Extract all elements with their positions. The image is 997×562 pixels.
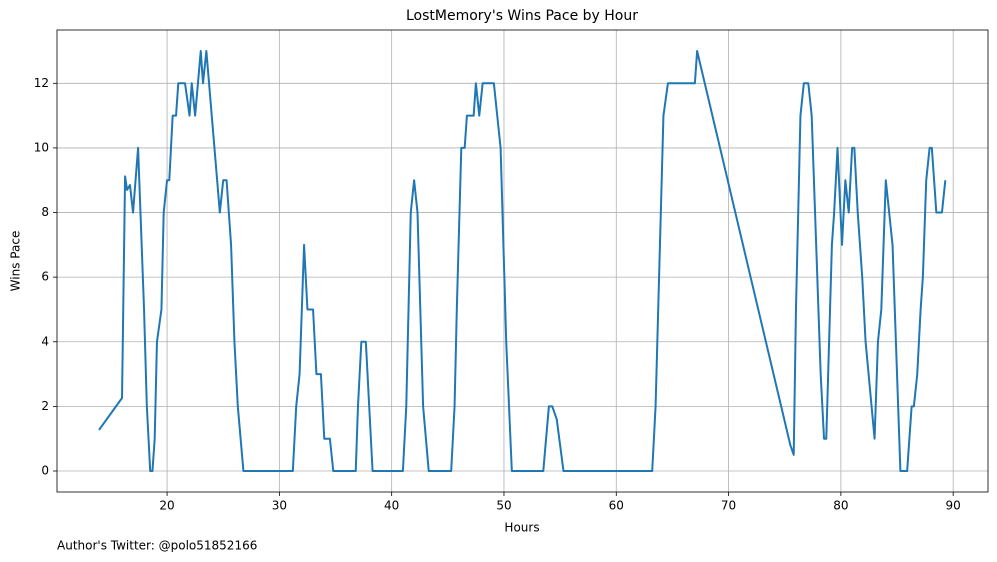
y-tick-label: 0 (41, 464, 49, 478)
y-tick-label: 4 (41, 334, 49, 348)
y-tick-label: 12 (34, 76, 49, 90)
y-axis-label: Wins Pace (9, 231, 23, 292)
y-tick-label: 2 (41, 399, 49, 413)
x-tick-label: 80 (833, 499, 848, 513)
x-tick-label: 40 (384, 499, 399, 513)
annotation: Author's Twitter: @polo51852166 (57, 539, 257, 553)
plot-frame (56, 29, 989, 493)
x-tick-label: 20 (159, 499, 174, 513)
x-tick-label: 70 (721, 499, 736, 513)
x-tick-label: 30 (272, 499, 287, 513)
x-tick-label: 50 (496, 499, 511, 513)
x-tick-label: 60 (609, 499, 624, 513)
x-tick-label: 90 (946, 499, 961, 513)
y-tick-label: 8 (41, 205, 49, 219)
chart-title: LostMemory's Wins Pace by Hour (406, 8, 638, 24)
x-axis-label: Hours (504, 521, 539, 535)
y-tick-label: 6 (41, 270, 49, 284)
line (98, 50, 947, 472)
y-tick-label: 10 (34, 140, 49, 154)
